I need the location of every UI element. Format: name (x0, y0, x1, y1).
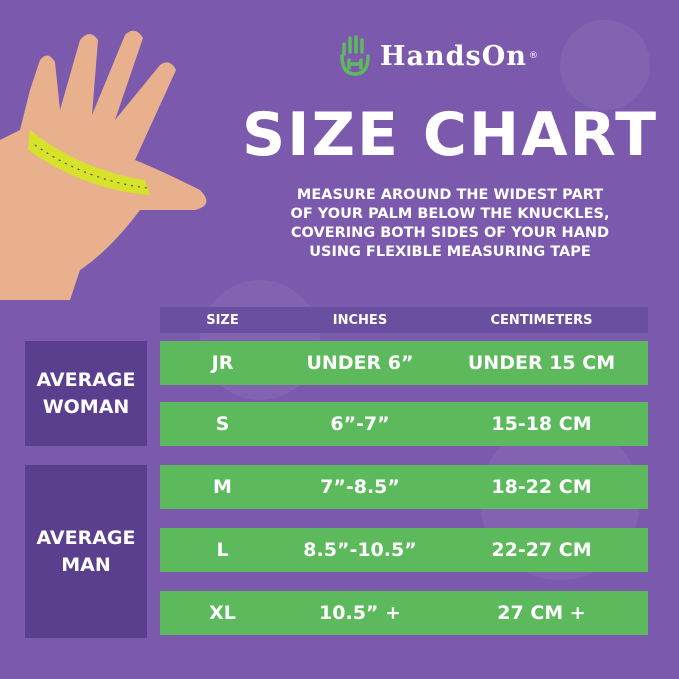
instruction-line: OF YOUR PALM BELOW THE KNUCKLES, (290, 206, 610, 222)
cm-cell: 27 CM + (497, 602, 586, 624)
brand-logo: HandsOn ® (338, 34, 538, 78)
inches-cell: 7”-8.5” (320, 476, 400, 498)
table-row: JR UNDER 6” UNDER 15 CM (160, 341, 648, 385)
inches-cell: 6”-7” (330, 413, 390, 435)
table-row: L 8.5”-10.5” 22-27 CM (160, 528, 648, 572)
brand-name: HandsOn (380, 40, 527, 72)
group-average-man: AVERAGE MAN (25, 465, 147, 638)
measuring-instructions: MEASURE AROUND THE WIDEST PART OF YOUR P… (250, 186, 650, 262)
table-row: S 6”-7” 15-18 CM (160, 402, 648, 446)
instruction-line: COVERING BOTH SIDES OF YOUR HAND (290, 225, 610, 241)
inches-cell: 10.5” + (319, 602, 401, 624)
inches-cell: 8.5”-10.5” (303, 539, 417, 561)
size-cell: JR (211, 352, 234, 374)
table-header: SIZE INCHES CENTIMETERS (160, 307, 648, 333)
table-row: M 7”-8.5” 18-22 CM (160, 465, 648, 509)
bubble-decoration (560, 20, 650, 110)
header-size: SIZE (206, 312, 239, 328)
cm-cell: UNDER 15 CM (467, 352, 616, 374)
header-inches: INCHES (332, 312, 388, 328)
size-cell: M (213, 476, 232, 498)
hand-logo-icon (340, 35, 370, 76)
hand-measuring-tape-image (0, 30, 207, 301)
cm-cell: 15-18 CM (491, 413, 592, 435)
cm-cell: 18-22 CM (491, 476, 592, 498)
page-title: SIZE CHART (241, 100, 659, 170)
instruction-line: USING FLEXIBLE MEASURING TAPE (309, 244, 591, 260)
instruction-line: MEASURE AROUND THE WIDEST PART (296, 187, 604, 203)
size-cell: XL (209, 602, 236, 624)
header-centimeters: CENTIMETERS (490, 312, 593, 328)
size-cell: L (216, 539, 229, 561)
cm-cell: 22-27 CM (491, 539, 592, 561)
inches-cell: UNDER 6” (306, 352, 414, 374)
table-row: XL 10.5” + 27 CM + (160, 591, 648, 635)
group-average-woman: AVERAGE WOMAN (25, 341, 147, 446)
registered-mark: ® (528, 51, 538, 61)
size-cell: S (215, 413, 230, 435)
